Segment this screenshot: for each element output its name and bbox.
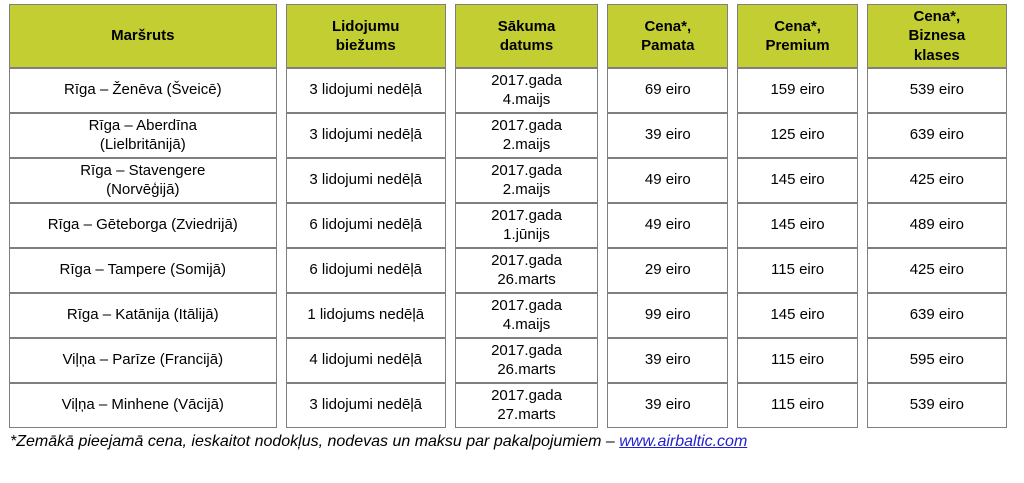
table-row: Rīga – Aberdīna (Lielbritānijā) 3 lidoju… — [9, 113, 1007, 158]
price-business-cell: 425 eiro — [866, 248, 1007, 293]
table-row: Rīga – Katānija (Itālijā) 1 lidojums ned… — [9, 293, 1007, 338]
price-premium-cell: 115 eiro — [737, 383, 858, 428]
column-header-frequency: Lidojumu biežums — [285, 4, 446, 68]
route-cell: Rīga – Tampere (Somijā) — [9, 248, 277, 293]
table-row: Rīga – Ženēva (Šveicē) 3 lidojumi nedēļā… — [9, 68, 1007, 113]
price-premium-cell: 115 eiro — [737, 338, 858, 383]
price-basic-cell: 49 eiro — [607, 158, 729, 203]
route-cell: Viļņa – Parīze (Francijā) — [9, 338, 277, 383]
route-cell: Rīga – Gēteborga (Zviedrijā) — [9, 203, 277, 248]
table-row: Rīga – Stavengere (Norvēģijā) 3 lidojumi… — [9, 158, 1007, 203]
footnote-text: *Zemākā pieejamā cena, ieskaitot nodokļu… — [10, 433, 620, 450]
frequency-cell: 6 lidojumi nedēļā — [285, 248, 446, 293]
route-cell: Rīga – Katānija (Itālijā) — [9, 293, 277, 338]
price-basic-cell: 69 eiro — [607, 68, 729, 113]
price-business-cell: 425 eiro — [866, 158, 1007, 203]
start-date-cell: 2017.gada 2.maijs — [454, 158, 599, 203]
price-basic-cell: 29 eiro — [607, 248, 729, 293]
frequency-cell: 3 lidojumi nedēļā — [285, 383, 446, 428]
price-basic-cell: 39 eiro — [607, 383, 729, 428]
start-date-cell: 2017.gada 27.marts — [454, 383, 599, 428]
start-date-cell: 2017.gada 1.jūnijs — [454, 203, 599, 248]
frequency-cell: 3 lidojumi nedēļā — [285, 158, 446, 203]
price-basic-cell: 39 eiro — [607, 113, 729, 158]
airbaltic-link[interactable]: www.airbaltic.com — [619, 433, 748, 450]
price-premium-cell: 125 eiro — [737, 113, 858, 158]
table-row: Viļņa – Parīze (Francijā) 4 lidojumi ned… — [9, 338, 1007, 383]
price-basic-cell: 49 eiro — [607, 203, 729, 248]
price-premium-cell: 115 eiro — [737, 248, 858, 293]
price-premium-cell: 159 eiro — [737, 68, 858, 113]
price-premium-cell: 145 eiro — [737, 158, 858, 203]
frequency-cell: 3 lidojumi nedēļā — [285, 113, 446, 158]
column-header-route: Maršruts — [9, 4, 277, 68]
price-premium-cell: 145 eiro — [737, 293, 858, 338]
table-row: Viļņa – Minhene (Vācijā) 3 lidojumi nedē… — [9, 383, 1007, 428]
route-cell: Rīga – Stavengere (Norvēģijā) — [9, 158, 277, 203]
table-row: Rīga – Gēteborga (Zviedrijā) 6 lidojumi … — [9, 203, 1007, 248]
flight-price-table: Maršruts Lidojumu biežums Sākuma datums … — [0, 4, 1016, 428]
price-premium-cell: 145 eiro — [737, 203, 858, 248]
price-business-cell: 539 eiro — [866, 383, 1007, 428]
price-business-cell: 639 eiro — [866, 113, 1007, 158]
column-header-price-basic: Cena*, Pamata — [607, 4, 729, 68]
frequency-cell: 3 lidojumi nedēļā — [285, 68, 446, 113]
route-cell: Rīga – Aberdīna (Lielbritānijā) — [9, 113, 277, 158]
start-date-cell: 2017.gada 4.maijs — [454, 68, 599, 113]
start-date-cell: 2017.gada 2.maijs — [454, 113, 599, 158]
frequency-cell: 1 lidojums nedēļā — [285, 293, 446, 338]
start-date-cell: 2017.gada 26.marts — [454, 248, 599, 293]
frequency-cell: 4 lidojumi nedēļā — [285, 338, 446, 383]
column-header-price-business: Cena*, Biznesa klases — [866, 4, 1007, 68]
price-business-cell: 639 eiro — [866, 293, 1007, 338]
price-business-cell: 489 eiro — [866, 203, 1007, 248]
column-header-price-premium: Cena*, Premium — [737, 4, 858, 68]
start-date-cell: 2017.gada 4.maijs — [454, 293, 599, 338]
price-basic-cell: 39 eiro — [607, 338, 729, 383]
column-header-start-date: Sākuma datums — [454, 4, 599, 68]
price-business-cell: 595 eiro — [866, 338, 1007, 383]
route-cell: Viļņa – Minhene (Vācijā) — [9, 383, 277, 428]
footnote: *Zemākā pieejamā cena, ieskaitot nodokļu… — [0, 428, 1024, 451]
header-row: Maršruts Lidojumu biežums Sākuma datums … — [9, 4, 1007, 68]
route-cell: Rīga – Ženēva (Šveicē) — [9, 68, 277, 113]
frequency-cell: 6 lidojumi nedēļā — [285, 203, 446, 248]
price-basic-cell: 99 eiro — [607, 293, 729, 338]
flight-price-table-page: Maršruts Lidojumu biežums Sākuma datums … — [0, 4, 1024, 451]
price-business-cell: 539 eiro — [866, 68, 1007, 113]
start-date-cell: 2017.gada 26.marts — [454, 338, 599, 383]
table-row: Rīga – Tampere (Somijā) 6 lidojumi nedēļ… — [9, 248, 1007, 293]
